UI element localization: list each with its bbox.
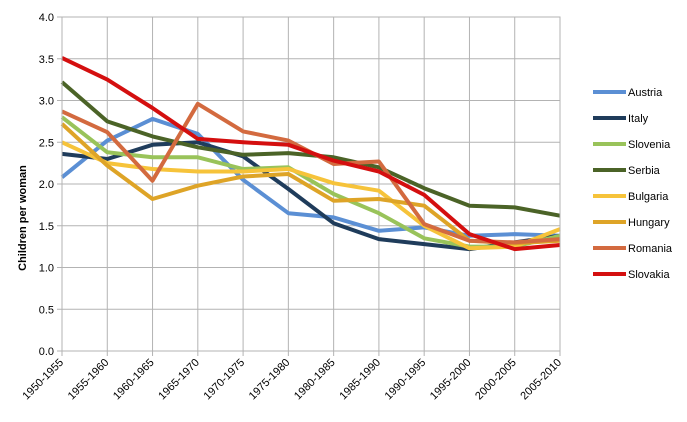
x-tick-label: 2005-2010 — [518, 357, 564, 403]
y-tick-label: 0.5 — [39, 304, 54, 316]
x-tick-label: 1955-1960 — [66, 357, 112, 403]
y-tick-label: 1.5 — [39, 221, 54, 233]
x-tick-label: 2000-2005 — [473, 357, 519, 403]
legend-item-bulgaria: Bulgaria — [593, 191, 669, 203]
legend-item-italy: Italy — [593, 113, 649, 125]
series-line-slovenia — [60, 115, 561, 249]
y-tick-label: 3.0 — [39, 96, 54, 108]
y-tick-label: 2.0 — [39, 179, 54, 191]
y-tick-label: 3.5 — [39, 54, 54, 66]
x-tick-label: 1980-1985 — [292, 357, 338, 403]
x-tick-label: 1995-2000 — [428, 357, 474, 403]
series-line-serbia — [60, 80, 561, 218]
series-lines — [60, 56, 561, 252]
y-tick-labels: 0.0 0.5 1.0 1.5 2.0 2.5 3.0 3.5 4.0 — [39, 12, 54, 358]
chart-axes — [57, 16, 561, 356]
x-tick-label: 1985-1990 — [337, 357, 383, 403]
y-tick-label: 0.0 — [39, 346, 54, 358]
y-axis-title: Children per woman — [17, 165, 29, 271]
x-tick-label: 1950-1955 — [20, 357, 66, 403]
series-line-slovakia — [61, 56, 561, 252]
legend-label: Hungary — [628, 217, 670, 229]
y-tick-label: 4.0 — [39, 12, 54, 24]
chart-grid — [61, 16, 561, 352]
legend-item-romania: Romania — [593, 243, 673, 255]
legend-label: Slovenia — [628, 139, 671, 151]
legend-item-hungary: Hungary — [593, 217, 670, 229]
y-tick-label: 2.5 — [39, 137, 54, 149]
legend-label: Romania — [628, 243, 673, 255]
legend-label: Serbia — [628, 165, 661, 177]
legend-item-slovakia: Slovakia — [593, 269, 670, 281]
y-tick-label: 1.0 — [39, 263, 54, 275]
legend-label: Bulgaria — [628, 191, 669, 203]
legend-item-slovenia: Slovenia — [593, 139, 671, 151]
plot-area-border — [61, 16, 561, 352]
legend-item-austria: Austria — [593, 87, 663, 99]
x-tick-label: 1975-1980 — [247, 357, 293, 403]
legend-item-serbia: Serbia — [593, 165, 661, 177]
series-line-italy — [61, 140, 561, 252]
series-line-bulgaria — [61, 140, 561, 251]
legend-label: Austria — [628, 87, 663, 99]
x-tick-labels: 1950-1955 1955-1960 1960-1965 1965-1970 1970… — [20, 357, 564, 403]
x-tick-label: 1965-1970 — [156, 357, 202, 403]
x-tick-label: 1960-1965 — [111, 357, 157, 403]
legend-label: Italy — [628, 113, 649, 125]
chart-legend: Austria Italy Slovenia Serbia Bulgaria Hungar… — [593, 87, 673, 281]
x-tick-label: 1970-1975 — [202, 357, 248, 403]
legend-label: Slovakia — [628, 269, 670, 281]
x-tick-label: 1990-1995 — [383, 357, 429, 403]
